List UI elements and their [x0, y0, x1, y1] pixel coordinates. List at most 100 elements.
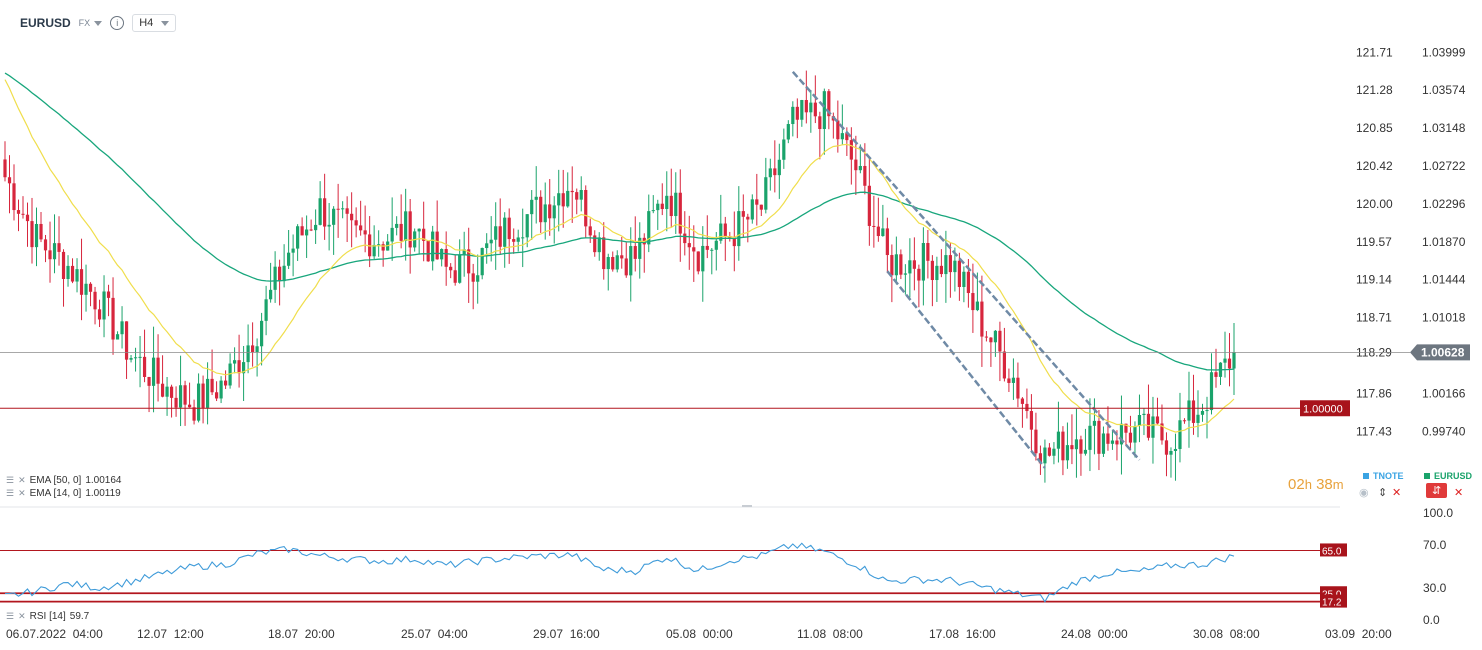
candle-body [710, 249, 714, 251]
candle-body [1106, 433, 1110, 444]
candle-body [557, 193, 561, 206]
candle [867, 156, 871, 246]
candle-body [489, 239, 493, 244]
candle-body [1007, 378, 1011, 383]
candle-body [305, 229, 309, 236]
candle [791, 101, 795, 137]
close-icon[interactable]: ✕ [18, 488, 26, 498]
candle-body [840, 133, 844, 140]
candle [975, 272, 979, 312]
candle [692, 225, 696, 282]
secondary-tick-label: 119.14 [1356, 273, 1392, 287]
candle [588, 218, 592, 243]
candle-body [1178, 420, 1182, 449]
candle-body [187, 404, 192, 408]
candle [467, 227, 471, 303]
candle-body [926, 242, 930, 261]
close-icon[interactable]: ✕ [1392, 487, 1402, 499]
timeframe-select[interactable]: H4 [132, 14, 177, 32]
candle-body [291, 248, 295, 253]
candle [881, 204, 885, 237]
candle-body [732, 237, 736, 247]
ema14-line [4, 79, 1235, 433]
candle-body [606, 257, 610, 270]
candle [759, 204, 763, 217]
list-icon[interactable]: ☰ [6, 475, 15, 485]
candle-body [1034, 429, 1038, 454]
ema50-value: 1.00164 [85, 475, 122, 486]
indicator-ema14[interactable]: ☰ ✕ EMA [14, 0] 1.00119 [6, 488, 121, 499]
legend-tnote-label: TNOTE [1373, 471, 1404, 481]
candle [539, 190, 543, 233]
candle [480, 247, 484, 280]
candle-body [30, 221, 34, 248]
candle-body [1164, 440, 1169, 455]
chevron-down-icon[interactable] [94, 20, 103, 26]
candle-body [948, 255, 952, 273]
candle [593, 230, 597, 257]
candle [1029, 394, 1034, 451]
indicator-ema50[interactable]: ☰ ✕ EMA [50, 0] 1.00164 [6, 475, 121, 486]
candle-body [278, 266, 282, 282]
candle-body [894, 254, 898, 276]
candle-body [214, 392, 219, 399]
candle [741, 194, 745, 238]
candle-body [696, 251, 700, 272]
candle [1173, 433, 1178, 481]
sort-icon[interactable]: ⇕ [1378, 487, 1388, 499]
candle [84, 264, 88, 312]
candle-body [800, 100, 804, 120]
list-icon[interactable]: ☰ [6, 611, 15, 621]
candle [404, 188, 408, 261]
candle-body [539, 196, 543, 223]
close-icon[interactable]: ✕ [1454, 487, 1464, 499]
candle [1169, 447, 1173, 478]
price-tick-label: 0.99740 [1422, 424, 1466, 438]
candle [287, 229, 291, 269]
candle-body [1173, 448, 1178, 451]
candle-body [881, 228, 885, 237]
candle [1227, 333, 1232, 387]
candle [678, 169, 682, 262]
candle [1011, 358, 1016, 400]
candle-body [471, 273, 475, 282]
candle [872, 195, 876, 248]
candle-body [876, 226, 880, 237]
info-icon[interactable]: i [110, 16, 125, 30]
candle-body [368, 234, 372, 257]
candle [656, 199, 660, 230]
eye-icon[interactable]: ◉ [1359, 487, 1369, 499]
candle [732, 211, 736, 272]
legend-eurusd[interactable]: EURUSD [1424, 471, 1472, 481]
candle-body [142, 356, 147, 377]
candle [822, 88, 826, 155]
close-icon[interactable]: ✕ [18, 611, 26, 621]
close-icon[interactable]: ✕ [18, 475, 26, 485]
candle-style-icon[interactable]: ⇵ [1426, 483, 1448, 498]
legend-tnote[interactable]: TNOTE [1363, 471, 1404, 481]
candle [1155, 397, 1160, 425]
candle [79, 238, 84, 321]
candle [7, 155, 12, 214]
candle [606, 253, 610, 291]
candle [935, 256, 939, 302]
candle-body [156, 357, 160, 384]
candle [719, 194, 723, 244]
candle [908, 238, 912, 298]
candle-body [480, 248, 484, 276]
ema50-line [4, 72, 1235, 371]
rsi-label: RSI [14] [29, 611, 66, 622]
candle [296, 224, 300, 261]
candle-body [264, 299, 268, 321]
candle [1160, 404, 1164, 445]
list-icon[interactable]: ☰ [6, 488, 15, 498]
candle-body [255, 346, 259, 353]
candle-body [984, 336, 988, 338]
candle-body [426, 240, 430, 262]
candle-body [381, 244, 385, 251]
candle-body [714, 240, 718, 250]
indicator-rsi[interactable]: ☰ ✕ RSI [14] 59.7 [6, 611, 89, 622]
candle [737, 186, 741, 261]
candle [444, 231, 448, 286]
symbol-label[interactable]: EURUSD [20, 16, 71, 30]
